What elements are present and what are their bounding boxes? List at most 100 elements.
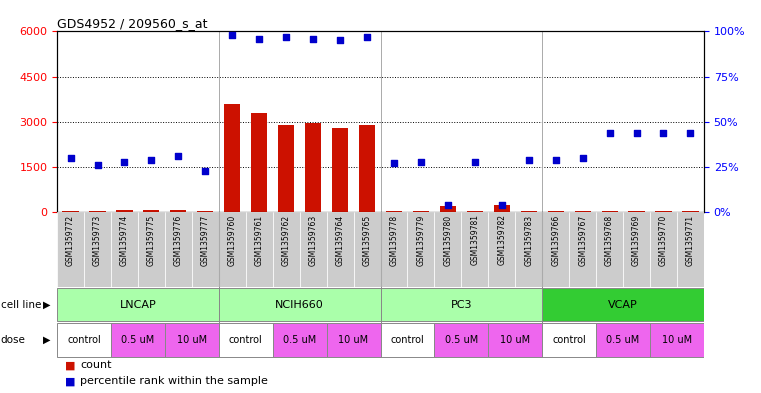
Bar — [300, 212, 326, 287]
Point — [388, 160, 400, 167]
Text: GSM1359773: GSM1359773 — [93, 215, 102, 266]
Text: control: control — [67, 335, 101, 345]
Text: LNCAP: LNCAP — [119, 299, 156, 310]
Bar — [278, 125, 295, 212]
Bar — [62, 211, 78, 212]
Text: GSM1359781: GSM1359781 — [470, 215, 479, 265]
Bar — [90, 211, 106, 212]
Point — [307, 35, 319, 42]
Bar — [326, 323, 380, 356]
Text: GSM1359768: GSM1359768 — [605, 215, 614, 266]
Point — [630, 130, 642, 136]
Text: 0.5 uM: 0.5 uM — [121, 335, 154, 345]
Bar — [84, 212, 111, 287]
Text: 10 uM: 10 uM — [177, 335, 207, 345]
Text: GSM1359779: GSM1359779 — [416, 215, 425, 266]
Bar — [435, 323, 489, 356]
Bar — [219, 323, 272, 356]
Point — [226, 32, 238, 38]
Bar — [650, 323, 704, 356]
Bar — [192, 212, 219, 287]
Text: VCAP: VCAP — [608, 299, 638, 310]
Text: GSM1359780: GSM1359780 — [444, 215, 452, 266]
Bar — [219, 288, 380, 321]
Point — [658, 130, 670, 136]
Text: NCIH660: NCIH660 — [275, 299, 324, 310]
Bar — [677, 212, 704, 287]
Bar — [111, 323, 165, 356]
Bar — [543, 212, 569, 287]
Text: GSM1359782: GSM1359782 — [497, 215, 506, 265]
Text: GSM1359777: GSM1359777 — [201, 215, 210, 266]
Bar — [116, 210, 132, 212]
Bar — [57, 212, 84, 287]
Point — [603, 130, 616, 136]
Bar — [165, 323, 219, 356]
Bar — [543, 288, 704, 321]
Text: GSM1359760: GSM1359760 — [228, 215, 237, 266]
Bar — [165, 212, 192, 287]
Text: GSM1359771: GSM1359771 — [686, 215, 695, 266]
Bar — [138, 212, 165, 287]
Bar — [354, 212, 380, 287]
Point — [199, 167, 212, 174]
Bar — [650, 212, 677, 287]
Bar — [489, 323, 542, 356]
Bar — [143, 210, 160, 212]
Text: percentile rank within the sample: percentile rank within the sample — [80, 376, 268, 386]
Text: GSM1359772: GSM1359772 — [66, 215, 75, 266]
Bar — [111, 212, 138, 287]
Point — [495, 202, 508, 208]
Point — [280, 34, 292, 40]
Text: count: count — [80, 360, 111, 371]
Point — [684, 130, 696, 136]
Text: dose: dose — [1, 335, 26, 345]
Point — [65, 155, 77, 161]
Text: control: control — [552, 335, 586, 345]
Point — [334, 37, 346, 44]
Text: GSM1359774: GSM1359774 — [120, 215, 129, 266]
Bar — [521, 211, 537, 212]
Text: GSM1359775: GSM1359775 — [147, 215, 156, 266]
Point — [442, 202, 454, 208]
Bar — [407, 212, 435, 287]
Bar — [440, 206, 456, 212]
Text: GSM1359765: GSM1359765 — [362, 215, 371, 266]
Text: 10 uM: 10 uM — [500, 335, 530, 345]
Bar — [219, 212, 246, 287]
Text: 10 uM: 10 uM — [662, 335, 692, 345]
Bar — [596, 323, 650, 356]
Point — [523, 157, 535, 163]
Point — [253, 35, 266, 42]
Point — [119, 158, 131, 165]
Text: 10 uM: 10 uM — [339, 335, 368, 345]
Text: 0.5 uM: 0.5 uM — [607, 335, 640, 345]
Bar — [543, 323, 596, 356]
Text: GSM1359770: GSM1359770 — [659, 215, 668, 266]
Bar — [623, 212, 650, 287]
Text: GSM1359762: GSM1359762 — [282, 215, 291, 266]
Text: cell line: cell line — [1, 299, 41, 310]
Text: GSM1359783: GSM1359783 — [524, 215, 533, 266]
Bar — [412, 211, 429, 212]
Text: GSM1359761: GSM1359761 — [255, 215, 264, 266]
Point — [91, 162, 103, 168]
Bar — [494, 205, 510, 212]
Text: PC3: PC3 — [451, 299, 472, 310]
Bar — [326, 212, 354, 287]
Point — [145, 157, 158, 163]
Text: control: control — [390, 335, 425, 345]
Bar — [57, 288, 219, 321]
Text: ■: ■ — [65, 360, 75, 371]
Bar — [272, 323, 326, 356]
Bar — [569, 212, 596, 287]
Bar — [332, 128, 348, 212]
Bar — [272, 212, 300, 287]
Bar — [305, 123, 321, 212]
Bar — [380, 323, 435, 356]
Text: ■: ■ — [65, 376, 75, 386]
Point — [469, 158, 481, 165]
Bar — [683, 211, 699, 212]
Point — [549, 157, 562, 163]
Bar — [466, 211, 483, 212]
